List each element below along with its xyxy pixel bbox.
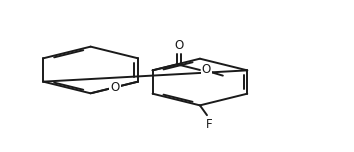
- Text: O: O: [174, 39, 183, 52]
- Text: O: O: [202, 64, 211, 76]
- Text: F: F: [205, 118, 212, 131]
- Text: O: O: [110, 81, 120, 94]
